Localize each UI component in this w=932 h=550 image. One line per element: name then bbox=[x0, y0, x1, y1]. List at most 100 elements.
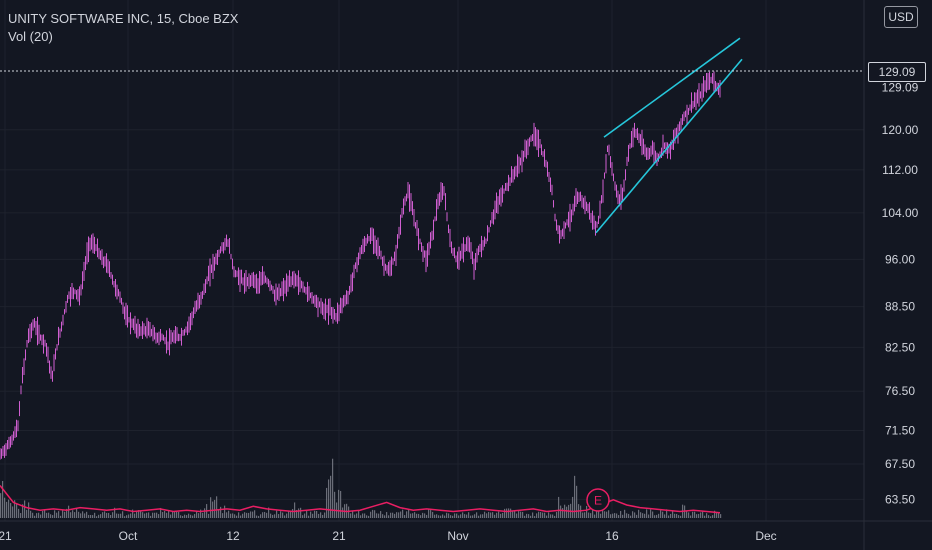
volume-bar bbox=[328, 479, 330, 518]
trendline[interactable] bbox=[595, 58, 743, 234]
volume-bar bbox=[142, 512, 144, 518]
volume-bar bbox=[608, 510, 610, 518]
volume-bar bbox=[600, 513, 602, 518]
volume-bar bbox=[266, 512, 268, 518]
volume-bar bbox=[318, 513, 320, 518]
volume-bar bbox=[334, 491, 336, 518]
volume-bar bbox=[180, 515, 182, 518]
volume-bar bbox=[706, 513, 708, 518]
volume-bar bbox=[554, 515, 556, 518]
volume-bar bbox=[590, 513, 592, 518]
volume-bar bbox=[238, 512, 240, 518]
volume-bar bbox=[152, 512, 154, 518]
volume-bar bbox=[586, 505, 588, 518]
time-tick-label: Dec bbox=[755, 529, 776, 543]
volume-bar bbox=[236, 515, 238, 518]
volume-bar bbox=[662, 511, 664, 518]
volume-bar bbox=[348, 506, 350, 518]
volume-bar bbox=[420, 515, 422, 518]
volume-bar bbox=[364, 513, 366, 518]
volume-bar bbox=[68, 505, 70, 518]
volume-bar bbox=[178, 511, 180, 518]
volume-bar bbox=[134, 513, 136, 518]
volume-bar bbox=[536, 513, 538, 518]
volume-bar bbox=[672, 511, 674, 518]
volume-bar bbox=[124, 516, 126, 518]
volume-bar bbox=[272, 514, 274, 518]
volume-bar bbox=[470, 515, 472, 518]
price-axis[interactable]: 63.50 67.50 71.50 76.50 82.50 88.50 96.00 104.0… bbox=[882, 80, 919, 506]
currency-badge[interactable]: USD bbox=[884, 6, 918, 28]
volume-bar bbox=[358, 510, 360, 518]
symbol-title[interactable]: UNITY SOFTWARE INC, 15, Cboe BZX bbox=[8, 11, 239, 26]
volume-bar bbox=[192, 515, 194, 518]
trendline[interactable] bbox=[603, 37, 741, 138]
volume-bar bbox=[528, 514, 530, 518]
volume-bar bbox=[542, 512, 544, 518]
volume-bar bbox=[556, 511, 558, 518]
volume-bar bbox=[718, 512, 720, 518]
volume-bar bbox=[494, 514, 496, 518]
last-price-label: 129.09 bbox=[868, 62, 926, 82]
volume-bar bbox=[72, 510, 74, 518]
volume-bar bbox=[162, 512, 164, 518]
price-tick-label: 96.00 bbox=[885, 252, 915, 266]
volume-bar bbox=[576, 485, 578, 518]
volume-bar bbox=[182, 515, 184, 518]
volume-bar bbox=[452, 515, 454, 518]
volume-bar bbox=[572, 496, 574, 518]
volume-bar bbox=[472, 515, 474, 518]
volume-bar bbox=[52, 515, 54, 518]
volume-bar bbox=[304, 513, 306, 518]
volume-bar bbox=[656, 514, 658, 518]
volume-bar bbox=[654, 515, 656, 518]
volume-bar bbox=[650, 509, 652, 518]
volume-bar bbox=[90, 514, 92, 518]
volume-bar bbox=[634, 512, 636, 518]
volume-bar bbox=[582, 512, 584, 518]
volume-bar bbox=[106, 512, 108, 518]
volume-bar bbox=[208, 513, 210, 518]
volume-bar bbox=[370, 511, 372, 518]
volume-bar bbox=[332, 458, 334, 518]
volume-bar bbox=[94, 512, 96, 518]
volume-bar bbox=[612, 513, 614, 518]
volume-pane bbox=[0, 458, 722, 518]
volume-bar bbox=[402, 509, 404, 518]
volume-bar bbox=[100, 514, 102, 518]
volume-bar bbox=[610, 514, 612, 518]
time-axis[interactable]: 21 Oct 12 21 Nov 16 Dec bbox=[0, 529, 777, 543]
volume-bar bbox=[18, 508, 20, 518]
volume-bar bbox=[32, 512, 34, 518]
volume-bar bbox=[548, 512, 550, 518]
volume-bar bbox=[374, 510, 376, 518]
volume-bar bbox=[234, 514, 236, 518]
volume-bar bbox=[666, 509, 668, 518]
volume-bar bbox=[562, 508, 564, 518]
volume-bar bbox=[88, 514, 90, 518]
volume-bar bbox=[160, 507, 162, 518]
time-tick-label: 16 bbox=[605, 529, 619, 543]
volume-bar bbox=[404, 515, 406, 518]
time-tick-label: 12 bbox=[226, 529, 240, 543]
volume-bar bbox=[544, 512, 546, 518]
volume-bar bbox=[686, 510, 688, 518]
volume-bar bbox=[126, 515, 128, 518]
volume-bar bbox=[280, 511, 282, 518]
volume-bar bbox=[632, 511, 634, 518]
volume-bar bbox=[668, 515, 670, 518]
volume-bar bbox=[698, 513, 700, 518]
volume-bar bbox=[648, 514, 650, 518]
rising-wedge-trendlines[interactable] bbox=[595, 37, 743, 234]
volume-bar bbox=[150, 515, 152, 518]
earnings-marker[interactable]: E bbox=[586, 488, 610, 512]
volume-bar bbox=[644, 513, 646, 518]
volume-bar bbox=[298, 508, 300, 518]
chart-legend: UNITY SOFTWARE INC, 15, Cboe BZX Vol (20… bbox=[8, 10, 238, 46]
volume-bar bbox=[362, 513, 364, 518]
volume-bar bbox=[300, 507, 302, 518]
volume-bar bbox=[70, 512, 72, 518]
volume-indicator-label[interactable]: Vol (20) bbox=[8, 29, 53, 44]
volume-bar bbox=[226, 512, 228, 518]
